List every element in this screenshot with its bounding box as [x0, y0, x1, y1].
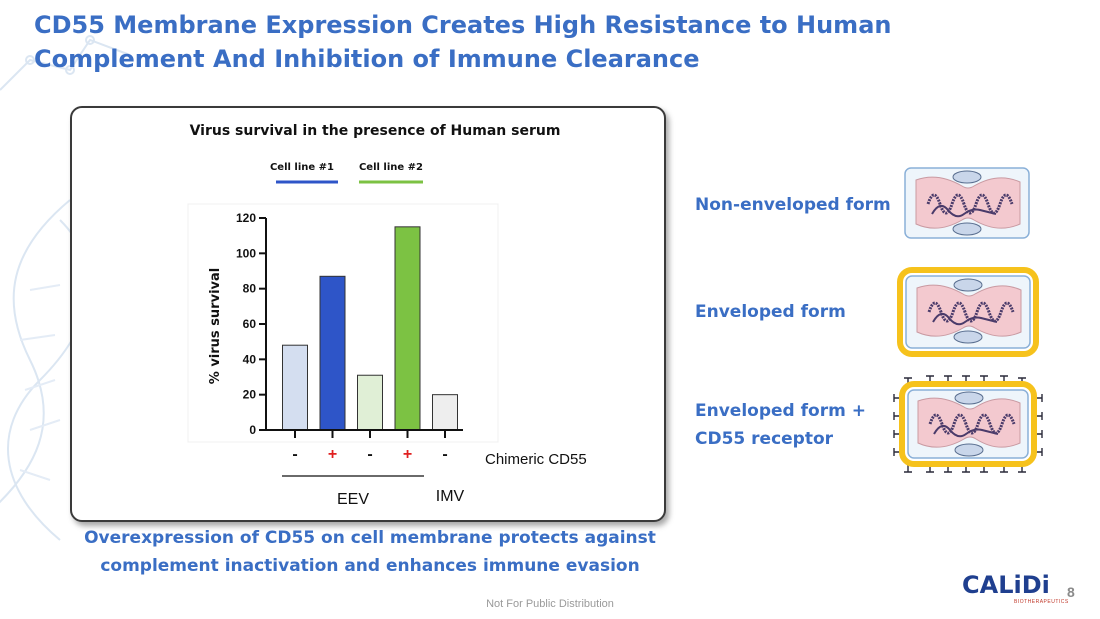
slide-title-line-1: CD55 Membrane Expression Creates High Re…	[34, 11, 892, 39]
chart-title: Virus survival in the presence of Human …	[190, 123, 561, 139]
bar	[394, 226, 421, 431]
condition-minus: -	[442, 446, 447, 463]
condition-label: Chimeric CD55	[485, 451, 587, 468]
y-tick-label: 20	[243, 388, 257, 402]
enveloped-cd55-virus-icon	[893, 375, 1043, 473]
form-label-enveloped: Enveloped form	[695, 298, 846, 326]
condition-plus: +	[328, 446, 337, 463]
bar-series	[266, 226, 463, 438]
form-label-text: Non-enveloped form	[695, 195, 891, 215]
page-number: 8	[1067, 584, 1075, 600]
footer-disclaimer: Not For Public Distribution	[486, 598, 614, 610]
y-tick-label: 40	[243, 352, 257, 366]
y-tick-label: 100	[236, 246, 256, 260]
logo-text: CALiDi	[962, 571, 1050, 599]
caption-line-2: complement inactivation and enhances imm…	[100, 556, 640, 576]
group-label-imv: IMV	[436, 488, 465, 505]
logo-subtext: BIOTHERAPEUTICS	[1014, 599, 1069, 605]
enveloped-virus-icon	[897, 267, 1039, 357]
y-tick-label: 0	[249, 423, 256, 437]
y-tick-label: 120	[236, 211, 256, 225]
non-enveloped-virus-icon	[904, 167, 1030, 239]
form-label-text-line-1: Enveloped form +	[695, 401, 866, 421]
y-axis: 0 20 40 60 80 100 120	[236, 211, 267, 437]
group-label-eev: EEV	[337, 491, 369, 508]
bar	[357, 374, 383, 431]
caption-line-1: Overexpression of CD55 on cell membrane …	[84, 528, 656, 548]
y-tick-label: 60	[243, 317, 257, 331]
condition-minus: -	[367, 446, 372, 463]
y-tick-label: 80	[243, 282, 257, 296]
form-label-text-line-2: CD55 receptor	[695, 429, 834, 449]
condition-minus: -	[292, 446, 297, 463]
slide-title: CD55 Membrane Expression Creates High Re…	[34, 8, 934, 76]
slide-caption: Overexpression of CD55 on cell membrane …	[70, 524, 670, 580]
bar-chart: Virus survival in the presence of Human …	[187, 123, 587, 508]
y-axis-label: % virus survival	[208, 268, 223, 384]
bar	[282, 344, 308, 431]
company-logo: CALiDi BIOTHERAPEUTICS	[962, 571, 1068, 606]
legend-label-cell-line-2: Cell line #2	[359, 162, 423, 173]
chart-panel: Virus survival in the presence of Human …	[70, 106, 666, 522]
form-label-text: Enveloped form	[695, 302, 846, 322]
condition-labels: - + - + -	[292, 446, 447, 463]
condition-plus: +	[403, 446, 412, 463]
bar	[432, 394, 458, 431]
bar	[319, 275, 346, 431]
form-label-enveloped-cd55: Enveloped form + CD55 receptor	[695, 397, 866, 453]
legend-label-cell-line-1: Cell line #1	[270, 162, 334, 173]
form-label-non-enveloped: Non-enveloped form	[695, 191, 891, 219]
slide-title-line-2: Complement And Inhibition of Immune Clea…	[34, 45, 700, 73]
